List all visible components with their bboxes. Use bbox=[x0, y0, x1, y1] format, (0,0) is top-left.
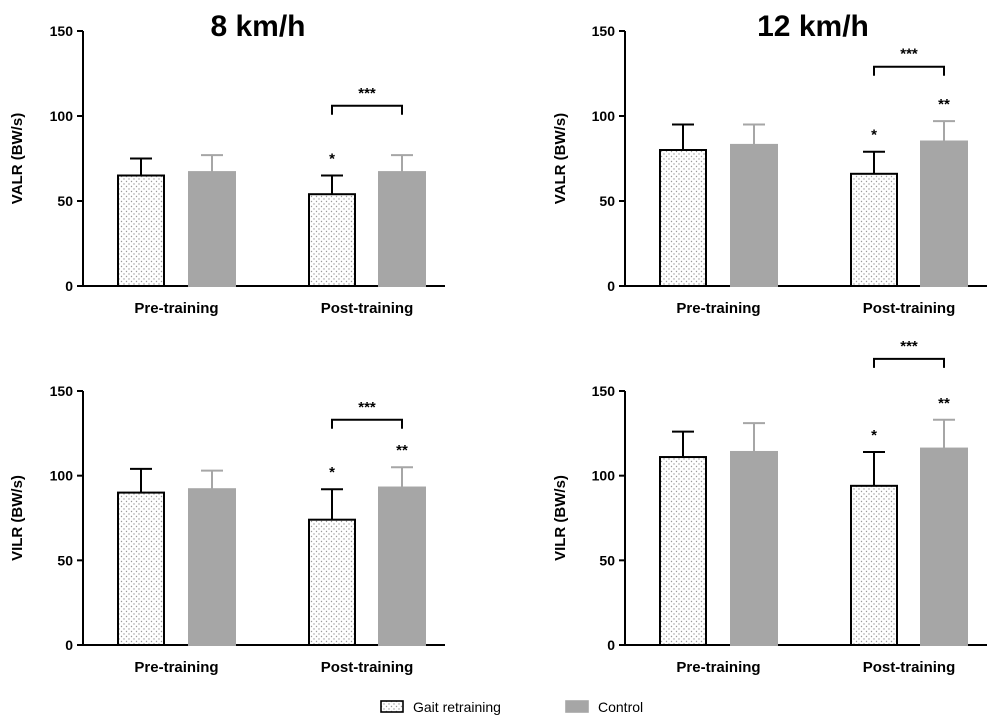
y-tick-label: 150 bbox=[50, 23, 74, 39]
bar-gait-retraining bbox=[308, 193, 356, 287]
y-axis-label: VALR (BW/s) bbox=[9, 113, 26, 204]
bar-gait-retraining bbox=[659, 456, 707, 647]
significance-marker: * bbox=[329, 464, 335, 481]
y-tick-label: 50 bbox=[57, 552, 73, 568]
bar-gait-retraining bbox=[850, 484, 898, 646]
chart-panel-1: 0 50 100 150 VALR (BW/s) Pre-training * Post-tr… bbox=[9, 23, 445, 317]
y-tick-label: 100 bbox=[592, 468, 616, 484]
column-title-12kmh: 12 km/h bbox=[757, 10, 869, 43]
significance-marker: ** bbox=[396, 442, 408, 459]
legend-label-gait-retraining: Gait retraining bbox=[413, 699, 501, 715]
y-tick-label: 150 bbox=[592, 23, 616, 39]
significance-marker: * bbox=[871, 427, 877, 444]
y-tick-label: 0 bbox=[65, 637, 73, 653]
x-tick-label: Post-training bbox=[863, 300, 956, 317]
bar-control bbox=[188, 171, 236, 288]
legend-label-control: Control bbox=[598, 699, 643, 715]
bar-gait-retraining bbox=[850, 172, 898, 287]
x-tick-label: Post-training bbox=[321, 300, 414, 317]
x-tick-label: Pre-training bbox=[676, 300, 760, 317]
legend-swatch-control bbox=[565, 700, 589, 713]
y-axis-label: VILR (BW/s) bbox=[552, 475, 569, 561]
bar-gait-retraining bbox=[308, 518, 356, 647]
bracket-label: *** bbox=[900, 46, 918, 63]
y-tick-label: 50 bbox=[57, 193, 73, 209]
bar-control bbox=[188, 488, 236, 647]
bar-gait-retraining bbox=[117, 491, 165, 646]
significance-bracket bbox=[873, 357, 945, 368]
y-axis-label: VALR (BW/s) bbox=[552, 113, 569, 204]
bar-control bbox=[378, 171, 426, 288]
y-axis-label: VILR (BW/s) bbox=[9, 475, 26, 561]
significance-marker: ** bbox=[938, 96, 950, 113]
x-tick-label: Pre-training bbox=[676, 659, 760, 676]
bar-gait-retraining bbox=[117, 174, 165, 287]
y-tick-label: 100 bbox=[50, 468, 74, 484]
x-tick-label: Post-training bbox=[321, 659, 414, 676]
y-tick-label: 0 bbox=[607, 637, 615, 653]
significance-bracket bbox=[331, 418, 403, 429]
y-tick-label: 100 bbox=[592, 108, 616, 124]
y-tick-label: 150 bbox=[50, 383, 74, 399]
significance-marker: * bbox=[871, 127, 877, 144]
x-tick-label: Pre-training bbox=[134, 300, 218, 317]
significance-bracket bbox=[873, 65, 945, 76]
y-tick-label: 150 bbox=[592, 383, 616, 399]
x-tick-label: Pre-training bbox=[134, 659, 218, 676]
significance-bracket bbox=[331, 104, 403, 115]
bar-control bbox=[920, 447, 968, 646]
x-tick-label: Post-training bbox=[863, 659, 956, 676]
chart-panels: 0 50 100 150 VALR (BW/s) Pre-training * Post-tr… bbox=[9, 23, 987, 676]
significance-marker: ** bbox=[938, 395, 950, 412]
legend: Gait retraining Control bbox=[380, 699, 643, 715]
bar-gait-retraining bbox=[659, 149, 707, 287]
y-tick-label: 100 bbox=[50, 108, 74, 124]
bar-control bbox=[378, 486, 426, 646]
significance-marker: * bbox=[329, 151, 335, 168]
bracket-label: *** bbox=[358, 399, 376, 416]
y-tick-label: 50 bbox=[599, 193, 615, 209]
bracket-label: *** bbox=[358, 85, 376, 102]
bracket-label: *** bbox=[900, 338, 918, 355]
column-title-8kmh: 8 km/h bbox=[210, 10, 305, 43]
y-tick-label: 0 bbox=[607, 278, 615, 294]
y-tick-label: 0 bbox=[65, 278, 73, 294]
legend-swatch-gait-retraining bbox=[380, 700, 404, 713]
bar-control bbox=[730, 450, 778, 646]
bar-control bbox=[730, 143, 778, 287]
bar-control bbox=[920, 140, 968, 287]
y-tick-label: 50 bbox=[599, 552, 615, 568]
